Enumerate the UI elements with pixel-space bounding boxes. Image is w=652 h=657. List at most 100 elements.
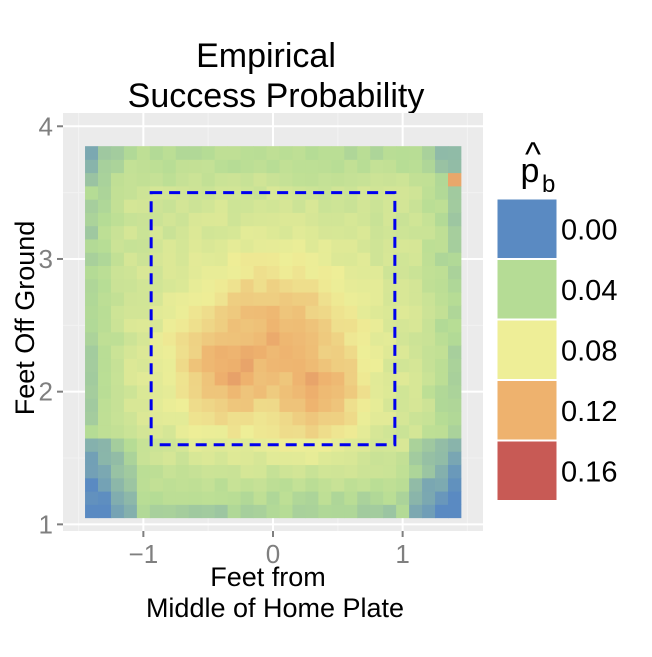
heatmap-cell: [149, 438, 164, 452]
heatmap-cell: [214, 146, 229, 160]
heatmap-cell: [110, 385, 125, 399]
heatmap-cell: [305, 464, 319, 479]
heatmap-cell: [370, 491, 384, 505]
heatmap-cell: [201, 318, 216, 333]
heatmap-cell: [253, 239, 267, 253]
heatmap-cell: [188, 398, 203, 412]
heatmap-cell: [201, 292, 216, 306]
heatmap-cell: [149, 292, 164, 306]
heatmap-cell: [448, 146, 462, 160]
heatmap-cell: [123, 172, 138, 187]
heatmap-cell: [110, 172, 125, 187]
heatmap-cell: [175, 331, 190, 346]
heatmap-cell: [136, 398, 151, 412]
heatmap-cell: [175, 265, 190, 280]
heatmap-cell: [253, 292, 267, 306]
heatmap-cell: [305, 371, 319, 386]
heatmap-cell: [448, 212, 462, 227]
heatmap-cell: [435, 491, 449, 505]
heatmap-cell: [136, 345, 151, 359]
heatmap-cell: [266, 345, 280, 359]
heatmap-cell: [396, 305, 410, 320]
heatmap-cell: [110, 451, 125, 466]
heatmap-cell: [422, 477, 436, 492]
heatmap-cell: [409, 504, 423, 519]
heatmap-cell: [266, 504, 280, 519]
heatmap-cell: [240, 358, 254, 373]
heatmap-cell: [266, 371, 280, 386]
heatmap-cell: [305, 185, 319, 200]
heatmap-cell: [253, 212, 267, 227]
heatmap-cell: [448, 292, 462, 306]
heatmap-cell: [305, 278, 319, 293]
heatmap-cell: [85, 305, 99, 320]
heatmap-cell: [266, 331, 280, 346]
heatmap-cell: [136, 504, 151, 519]
heatmap-cell: [201, 398, 216, 412]
heatmap-cell: [266, 358, 280, 373]
heatmap-cell: [435, 265, 449, 280]
heatmap-cell: [305, 451, 319, 466]
heatmap-cell: [383, 318, 397, 333]
legend-label-2: 0.08: [561, 335, 617, 367]
heatmap-cell: [279, 424, 293, 439]
heatmap-cell: [240, 318, 254, 333]
heatmap-cell: [305, 239, 319, 253]
heatmap-cell: [201, 212, 216, 227]
heatmap-cell: [344, 464, 358, 479]
heatmap-cell: [396, 239, 410, 253]
heatmap-cell: [201, 252, 216, 267]
heatmap-cell: [136, 424, 151, 439]
heatmap-cell: [331, 172, 345, 187]
heatmap-cell: [279, 398, 293, 412]
heatmap-cell: [149, 385, 164, 399]
heatmap-cell: [318, 398, 332, 412]
heatmap-cell: [175, 212, 190, 227]
x-tick-label-0: −1: [129, 539, 159, 569]
heatmap-cell: [331, 146, 345, 160]
heatmap-cell: [266, 451, 280, 466]
heatmap-cell: [85, 491, 99, 505]
heatmap-cell: [305, 199, 319, 213]
heatmap-cell: [422, 225, 436, 240]
legend-label-1: 0.04: [561, 275, 617, 307]
heatmap-cell: [123, 185, 138, 200]
heatmap-cell: [227, 292, 241, 306]
heatmap-cell: [201, 199, 216, 213]
heatmap-cell: [292, 292, 306, 306]
heatmap-cell: [240, 345, 254, 359]
heatmap-cell: [292, 477, 306, 492]
heatmap-cell: [266, 411, 280, 426]
heatmap-cell: [253, 411, 267, 426]
heatmap-cell: [85, 398, 99, 412]
heatmap-cell: [422, 252, 436, 267]
heatmap-cell: [266, 292, 280, 306]
heatmap-cell: [279, 464, 293, 479]
heatmap-cell: [292, 385, 306, 399]
heatmap-cell: [318, 491, 332, 505]
y-tick-label-3: 4: [39, 111, 53, 141]
heatmap-cell: [110, 159, 125, 174]
heatmap-cell: [422, 424, 436, 439]
heatmap-cell: [370, 305, 384, 320]
heatmap-cell: [409, 212, 423, 227]
heatmap-cell: [253, 331, 267, 346]
heatmap-cell: [162, 146, 177, 160]
heatmap-cell: [175, 318, 190, 333]
heatmap-cell: [136, 199, 151, 213]
heatmap-cell: [448, 305, 462, 320]
heatmap-cell: [435, 398, 449, 412]
heatmap-cell: [85, 212, 99, 227]
heatmap-cell: [175, 146, 190, 160]
heatmap-cell: [98, 185, 112, 200]
heatmap-cell: [240, 172, 254, 187]
heatmap-cell: [136, 331, 151, 346]
heatmap-cell: [435, 345, 449, 359]
heatmap-cell: [409, 318, 423, 333]
x-axis-title: Feet from Middle of Home Plate: [146, 562, 404, 623]
heatmap-cell: [448, 491, 462, 505]
heatmap-cell: [370, 464, 384, 479]
heatmap-cell: [396, 385, 410, 399]
heatmap-cell: [227, 491, 241, 505]
